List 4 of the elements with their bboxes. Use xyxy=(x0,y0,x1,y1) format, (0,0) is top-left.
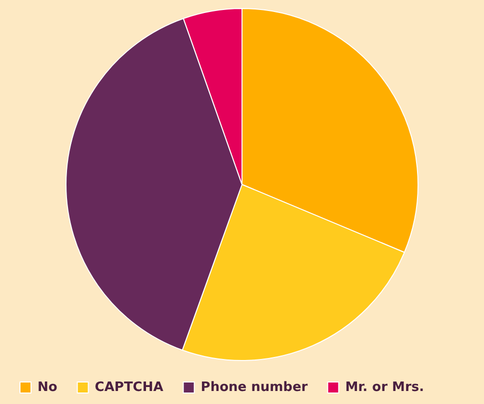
legend-label: Phone number xyxy=(200,380,308,395)
legend-label: Mr. or Mrs. xyxy=(345,380,424,395)
legend-label: CAPTCHA xyxy=(94,380,164,395)
legend-label: No xyxy=(38,380,58,395)
